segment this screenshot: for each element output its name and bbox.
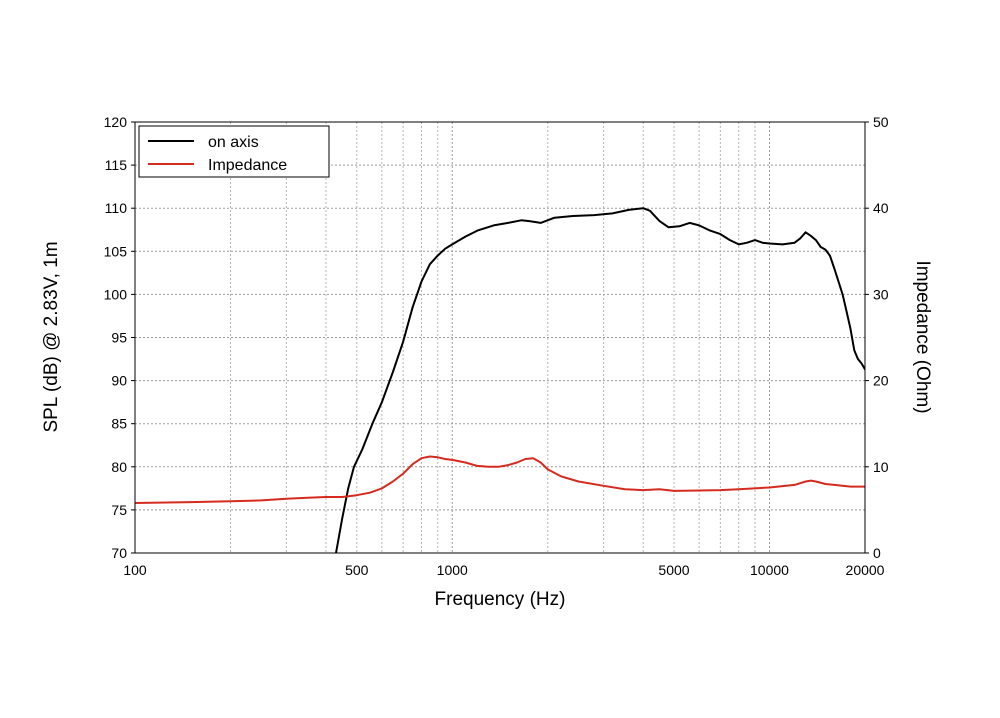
ticks: 100 500 1000 5000 10000 200007075808590951001…: [104, 114, 889, 578]
y2-axis-title: Impedance (Ohm): [912, 260, 933, 413]
y-tick-label: 70: [111, 545, 127, 561]
x-tick-label: 5000: [658, 562, 689, 578]
legend-label-impedance: Impedance: [208, 157, 287, 174]
series-layer: [135, 207, 865, 553]
y-tick-label: 90: [111, 373, 127, 389]
y-tick-label: 95: [111, 330, 127, 346]
y2-tick-label: 20: [873, 373, 889, 389]
legend: on axis Impedance: [138, 125, 330, 178]
legend-box: [138, 125, 330, 178]
y-tick-label: 80: [111, 459, 127, 475]
y2-tick-label: 50: [873, 114, 889, 130]
y-tick-label: 105: [104, 243, 128, 259]
legend-label-on-axis: on axis: [208, 134, 259, 151]
y-axis-title: SPL (dB) @ 2.83V, 1m: [41, 241, 62, 432]
x-tick-label: 500: [345, 562, 369, 578]
y2-tick-label: 30: [873, 286, 889, 302]
y2-tick-label: 10: [873, 459, 889, 475]
y2-tick-label: 40: [873, 200, 889, 216]
y2-tick-label: 0: [873, 545, 881, 561]
y-tick-label: 115: [105, 157, 128, 173]
x-tick-label: 1000: [437, 562, 468, 578]
y-tick-label: 100: [104, 286, 128, 302]
y-tick-label: 75: [111, 502, 127, 518]
grid: [135, 122, 865, 553]
x-tick-label: 10000: [750, 562, 789, 578]
series-line-on-axis: [335, 207, 865, 553]
x-tick-label: 20000: [846, 562, 885, 578]
y-tick-label: 85: [111, 416, 127, 432]
y-tick-label: 110: [105, 200, 128, 216]
x-tick-label: 100: [123, 562, 147, 578]
y-tick-label: 120: [104, 114, 128, 130]
x-axis-title: Frequency (Hz): [435, 589, 566, 610]
series-line-impedance: [135, 455, 865, 504]
